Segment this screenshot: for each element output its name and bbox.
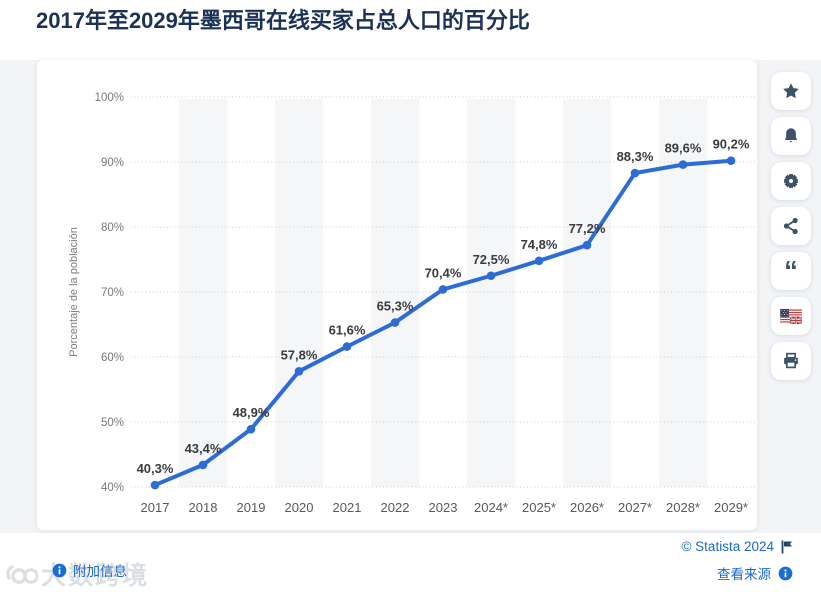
svg-text:2023: 2023 — [429, 500, 458, 515]
svg-text:2021: 2021 — [333, 500, 362, 515]
additional-info-label: 附加信息 — [73, 564, 127, 579]
svg-text:57,8%: 57,8% — [281, 347, 318, 362]
view-source-link[interactable]: 查看来源 — [717, 563, 793, 583]
line-chart: 40% 50% 60% 70% 80% 90% 100% Porcentaje de la p… — [68, 92, 755, 515]
svg-text:40%: 40% — [101, 482, 124, 494]
bell-icon — [785, 128, 797, 143]
svg-text:2017: 2017 — [141, 500, 170, 515]
data-line — [153, 158, 733, 488]
svg-text:65,3%: 65,3% — [377, 299, 414, 314]
svg-text:2026*: 2026* — [570, 500, 604, 515]
language-button[interactable] — [771, 297, 811, 335]
svg-text:2028*: 2028* — [666, 500, 700, 515]
action-rail: “ — [771, 72, 811, 380]
favorite-button[interactable] — [771, 72, 811, 110]
svg-text:2024*: 2024* — [474, 500, 508, 515]
view-source-label: 查看来源 — [717, 567, 771, 582]
y-axis-ticks: 40% 50% 60% 70% 80% 90% 100% — [95, 92, 124, 494]
info-icon — [778, 566, 793, 580]
alerts-button[interactable] — [771, 117, 811, 155]
print-button[interactable] — [771, 342, 811, 380]
y-axis-title: Porcentaje de la población — [68, 227, 80, 357]
svg-text:88,3%: 88,3% — [617, 149, 654, 164]
share-icon — [783, 217, 798, 235]
svg-text:43,4%: 43,4% — [185, 441, 222, 456]
chart-region: 40% 50% 60% 70% 80% 90% 100% Porcentaje de la p… — [0, 60, 821, 533]
svg-text:90%: 90% — [101, 157, 124, 169]
svg-text:2018: 2018 — [189, 500, 218, 515]
printer-icon — [784, 352, 798, 369]
chart-card: 40% 50% 60% 70% 80% 90% 100% Porcentaje de la p… — [37, 60, 757, 530]
svg-text:2022: 2022 — [381, 500, 410, 515]
gear-icon — [784, 174, 798, 188]
svg-text:50%: 50% — [101, 417, 124, 429]
x-axis-ticks: 2017 2018 2019 2020 2021 2022 2023 2024* 2025* 20… — [141, 500, 748, 515]
svg-text:2025*: 2025* — [522, 500, 556, 515]
svg-text:60%: 60% — [101, 352, 124, 364]
svg-text:72,5%: 72,5% — [473, 252, 510, 267]
svg-text:70,4%: 70,4% — [425, 265, 462, 280]
settings-button[interactable] — [771, 162, 811, 200]
svg-text:77,2%: 77,2% — [569, 221, 606, 236]
copyright-label: © Statista 2024 — [681, 539, 774, 554]
watermark-logo-icon — [6, 565, 38, 584]
star-icon — [783, 83, 799, 99]
svg-text:2029*: 2029* — [714, 500, 748, 515]
svg-text:100%: 100% — [95, 92, 124, 104]
svg-text:2027*: 2027* — [618, 500, 652, 515]
data-points — [150, 156, 736, 490]
svg-text:70%: 70% — [101, 287, 124, 299]
svg-text:89,6%: 89,6% — [665, 141, 702, 156]
svg-text:74,8%: 74,8% — [521, 237, 558, 252]
page-title: 2017年至2029年墨西哥在线买家占总人口的百分比 — [36, 8, 530, 33]
svg-text:2020: 2020 — [285, 500, 314, 515]
share-button[interactable] — [771, 207, 811, 245]
additional-info-link[interactable]: 附加信息 — [52, 560, 127, 580]
language-flag-icon — [780, 308, 802, 324]
statista-copyright-link[interactable]: © Statista 2024 — [681, 539, 793, 554]
svg-text:40,3%: 40,3% — [137, 461, 174, 476]
svg-text:90,2%: 90,2% — [713, 137, 750, 152]
svg-text:61,6%: 61,6% — [329, 323, 366, 338]
info-icon — [52, 563, 67, 577]
flag-icon — [781, 540, 792, 553]
svg-text:48,9%: 48,9% — [233, 405, 270, 420]
cite-button[interactable]: “ — [771, 252, 811, 290]
svg-text:2019: 2019 — [237, 500, 266, 515]
svg-text:80%: 80% — [101, 222, 124, 234]
svg-text:“: “ — [784, 260, 798, 282]
data-labels: 40,3% 43,4% 48,9% 57,8% 61,6% 65,3% 70,4% 72,5%… — [137, 137, 750, 476]
quote-icon: “ — [784, 260, 798, 282]
